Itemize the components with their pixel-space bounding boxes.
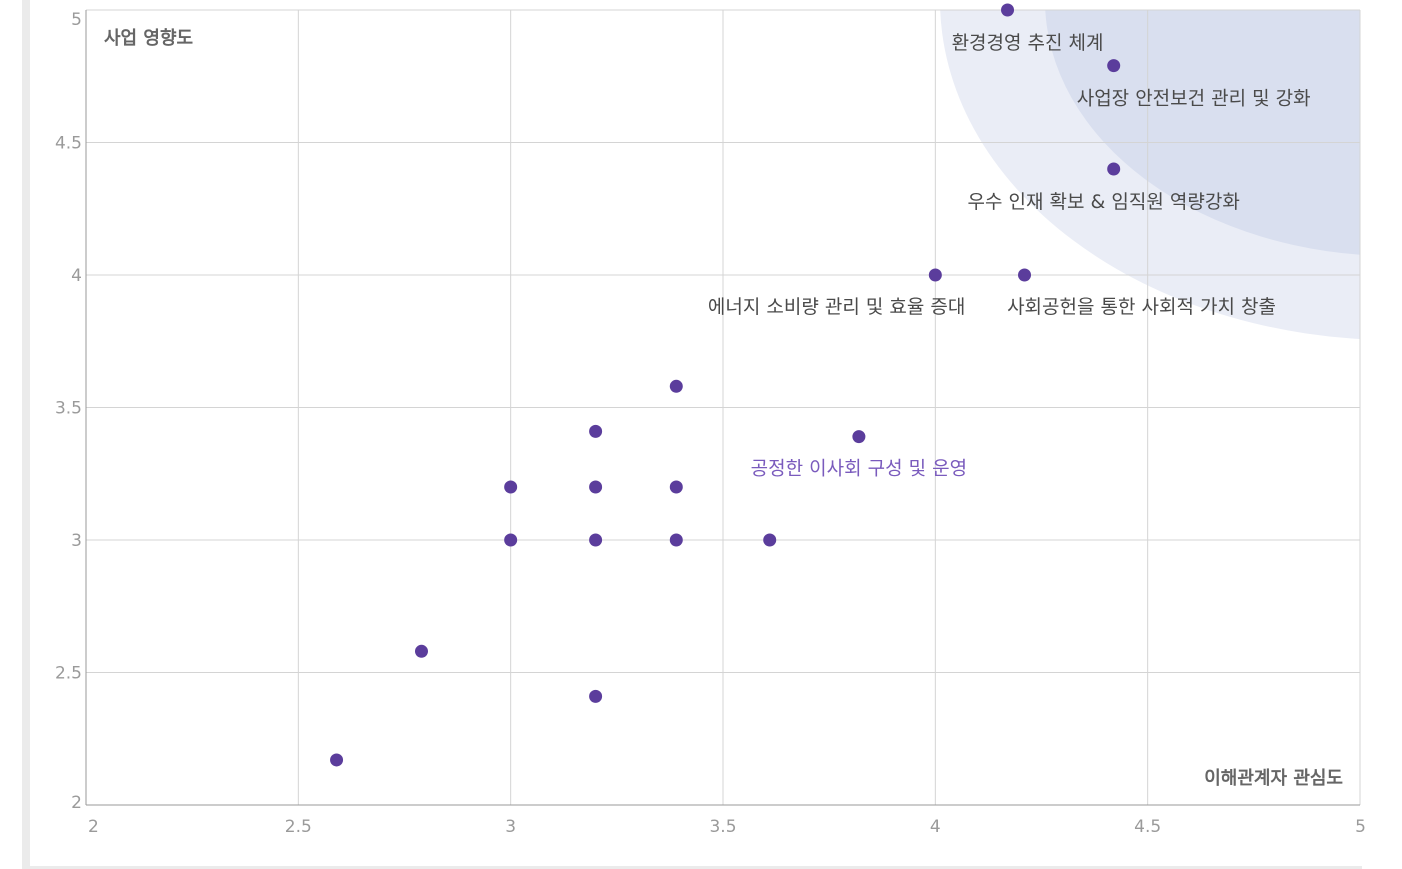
x-tick-label: 2 (88, 817, 99, 837)
priority-zones (940, 10, 1360, 339)
data-point (589, 480, 603, 494)
zone-inner (1045, 10, 1360, 255)
point-label: 에너지 소비량 관리 및 효율 증대 (708, 296, 965, 318)
x-tick-labels: 2 2.5 3 3.5 4 4.5 5 (88, 817, 1366, 837)
data-point (1018, 268, 1032, 282)
data-point (852, 430, 866, 444)
y-tick-label: 3 (71, 531, 82, 551)
point-label: 환경경영 추진 체계 (952, 32, 1104, 54)
data-point (414, 644, 428, 658)
data-point (504, 480, 518, 494)
data-point (669, 480, 683, 494)
data-point (1001, 3, 1015, 17)
point-label: 사업장 안전보건 관리 및 강화 (1077, 88, 1311, 110)
y-tick-label: 4.5 (55, 134, 82, 154)
bottom-border (22, 866, 1362, 869)
data-point (763, 533, 777, 547)
y-tick-label: 4 (71, 266, 82, 286)
point-label: 사회공헌을 통한 사회적 가치 창출 (1007, 296, 1276, 318)
data-point (928, 268, 942, 282)
data-point (504, 533, 518, 547)
x-tick-label: 2.5 (285, 817, 312, 837)
x-tick-label: 3 (505, 817, 516, 837)
data-point (1107, 162, 1121, 176)
x-tick-label: 4 (930, 817, 941, 837)
grid-lines (85, 9, 1361, 806)
x-tick-label: 4.5 (1134, 817, 1161, 837)
y-tick-label: 3.5 (55, 399, 82, 419)
x-tick-label: 3.5 (709, 817, 736, 837)
data-point (669, 379, 683, 393)
y-tick-label: 2 (71, 793, 82, 813)
point-label: 우수 인재 확보 & 임직원 역량강화 (968, 191, 1240, 213)
data-point (589, 424, 603, 438)
y-tick-labels: 2 2.5 3 3.5 4 4.5 5 (55, 10, 82, 813)
left-border (22, 0, 30, 869)
data-point (669, 533, 683, 547)
x-axis-title: 이해관계자 관심도 (1204, 768, 1343, 789)
data-point (589, 533, 603, 547)
data-point (330, 753, 344, 767)
data-points (330, 3, 1121, 767)
x-tick-label: 5 (1355, 817, 1366, 837)
y-tick-label: 2.5 (55, 664, 82, 684)
y-tick-label: 5 (71, 10, 82, 30)
data-point (589, 689, 603, 703)
y-axis-title: 사업 영향도 (104, 28, 193, 49)
data-point (1107, 59, 1121, 73)
point-label: 공정한 이사회 구성 및 운영 (751, 458, 967, 480)
